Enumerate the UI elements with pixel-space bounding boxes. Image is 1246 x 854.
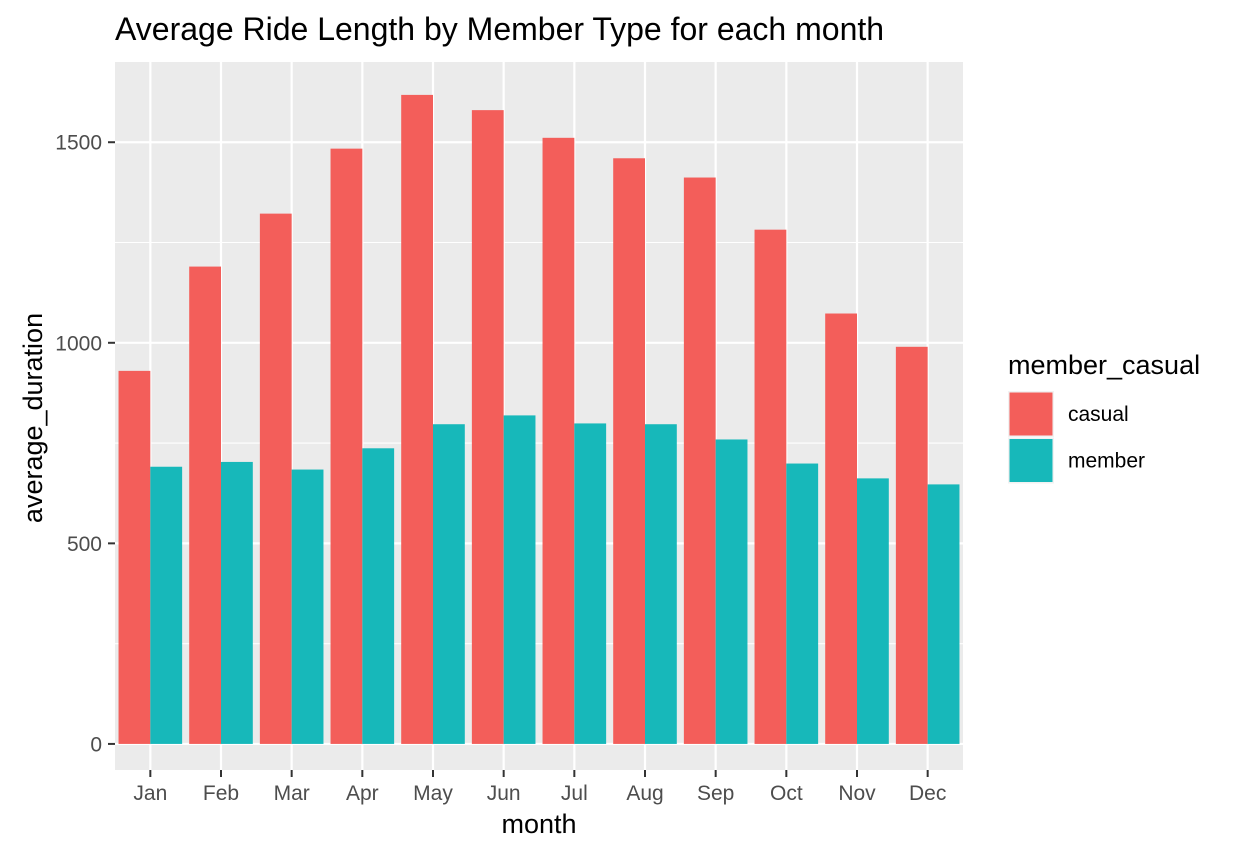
bar-casual-apr bbox=[330, 148, 363, 744]
chart-title: Average Ride Length by Member Type for e… bbox=[115, 11, 884, 47]
bar-casual-sep bbox=[683, 177, 716, 744]
x-tick-label: May bbox=[413, 782, 453, 805]
x-tick-label: Nov bbox=[838, 782, 876, 805]
bar-member-oct bbox=[786, 463, 819, 744]
y-tick-label: 1000 bbox=[55, 332, 102, 355]
legend-label-casual: casual bbox=[1068, 403, 1129, 426]
bar-casual-jul bbox=[542, 137, 575, 744]
bar-casual-dec bbox=[895, 346, 928, 744]
x-tick-label: Dec bbox=[909, 782, 946, 805]
bar-casual-may bbox=[401, 94, 433, 744]
legend-swatch-casual bbox=[1009, 392, 1053, 436]
x-tick-label: Mar bbox=[274, 782, 310, 805]
x-tick-label: Jan bbox=[133, 782, 167, 805]
bar-casual-mar bbox=[259, 213, 292, 744]
x-tick-label: Oct bbox=[770, 782, 803, 805]
bar-member-mar bbox=[291, 469, 324, 744]
bar-casual-aug bbox=[613, 158, 645, 744]
panel-background bbox=[115, 62, 963, 770]
legend-title: member_casual bbox=[1008, 350, 1200, 380]
bar-member-nov bbox=[857, 478, 889, 744]
x-tick-label: Sep bbox=[697, 782, 734, 805]
x-axis-title: month bbox=[501, 809, 576, 839]
x-tick-label: Jun bbox=[487, 782, 521, 805]
bar-member-jan bbox=[150, 466, 183, 744]
bar-member-aug bbox=[645, 424, 677, 744]
legend: member_casual casual member bbox=[1008, 350, 1200, 484]
bar-casual-jun bbox=[471, 110, 504, 744]
bar-member-apr bbox=[362, 448, 395, 744]
y-tick-label: 500 bbox=[67, 533, 102, 556]
bar-member-sep bbox=[715, 439, 748, 744]
bar-casual-feb bbox=[189, 266, 221, 744]
bar-casual-jan bbox=[118, 370, 151, 744]
y-axis: 0 500 1000 1500 bbox=[55, 132, 115, 756]
bar-casual-nov bbox=[825, 313, 857, 744]
bars bbox=[118, 94, 960, 744]
x-axis: Jan Feb Mar Apr May Jun Jul Aug Sep Oct Nov Dec bbox=[133, 770, 946, 805]
x-tick-label: Feb bbox=[203, 782, 239, 805]
bar-member-jun bbox=[503, 415, 536, 744]
x-tick-label: Aug bbox=[626, 782, 663, 805]
bar-member-may bbox=[433, 424, 465, 744]
x-tick-label: Apr bbox=[346, 782, 379, 805]
bar-member-feb bbox=[221, 461, 253, 744]
x-tick-label: Jul bbox=[561, 782, 588, 805]
y-tick-label: 1500 bbox=[55, 132, 102, 155]
bar-member-dec bbox=[927, 484, 960, 744]
legend-label-member: member bbox=[1068, 450, 1145, 473]
y-axis-title: average_duration bbox=[18, 313, 48, 523]
bar-member-jul bbox=[574, 423, 607, 744]
y-tick-label: 0 bbox=[90, 733, 102, 756]
legend-swatch-member bbox=[1009, 439, 1053, 482]
bar-casual-oct bbox=[754, 229, 787, 744]
